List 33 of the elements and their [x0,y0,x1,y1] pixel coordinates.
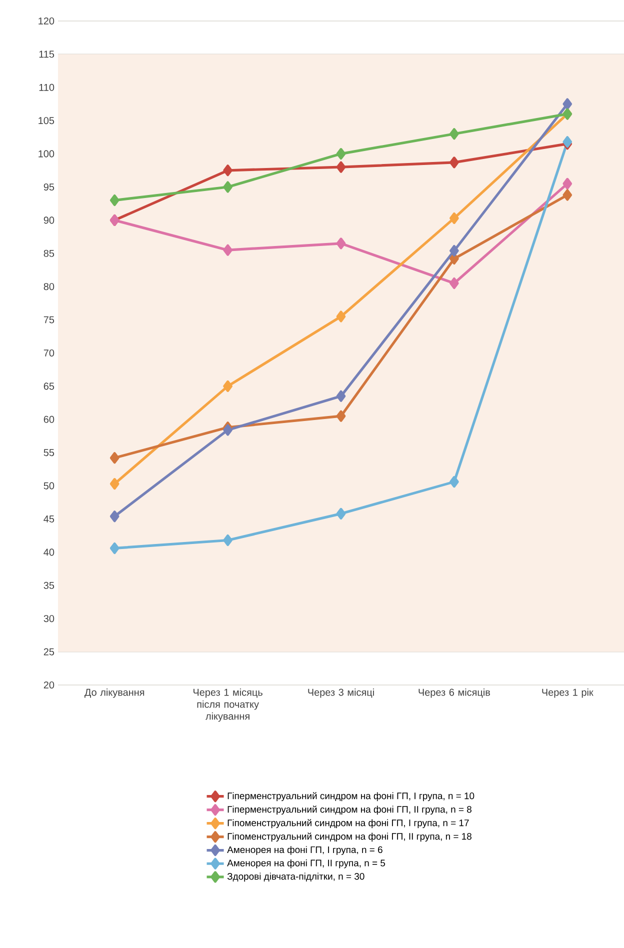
y-tick-label: 70 [44,349,54,357]
y-tick-label: 75 [44,316,54,324]
y-tick-label: 65 [44,382,54,390]
legend-label: Гіпоменструальний синдром на фоні ГП, II група, n = 18 [228,832,472,842]
y-tick-label: 30 [44,615,54,622]
y-tick-label: 115 [39,50,54,58]
y-tick-label: 35 [44,582,54,589]
legend-label: Гіперменструальний синдром на фоні ГП, I група, n = 10 [228,792,474,802]
legend-label: Аменорея на фоні ГП, I група, n = 6 [226,846,382,855]
y-tick-label: 60 [44,416,54,423]
y-tick-label: 90 [44,216,54,224]
y-tick-label: 100 [38,150,54,158]
x-tick-label: Через 3 місяці [308,688,374,698]
y-tick-label: 95 [44,183,54,191]
x-tick-label: Через 6 місяців [418,688,490,698]
legend-label: Здорові дівчата-підлітки, n = 30 [227,872,364,882]
y-tick-label: 20 [44,681,54,689]
y-tick-label: 85 [44,250,54,257]
legend-label: Гіпоменструальний синдром на фоні ГП, I група, n = 17 [228,819,469,828]
y-tick-label: 45 [43,516,54,522]
y-tick-label: 50 [44,482,54,490]
y-tick-label: 110 [39,84,54,91]
y-tick-label: 120 [38,17,54,25]
y-tick-label: 25 [44,648,54,656]
legend-label: Аменорея на фоні ГП, II група, n = 5 [226,859,385,868]
y-tick-label: 105 [38,117,54,124]
legend-label: Гіперменструальний синдром на фоні ГП, II група, n = 8 [228,806,472,815]
x-tick-label: До лікування [84,688,144,698]
x-tick-label: Через 1 місяць після початку лікування [193,688,262,722]
y-tick-label: 55 [44,449,54,456]
y-tick-label: 80 [44,283,54,290]
x-tick-label: Через 1 рік [542,688,594,698]
y-tick-label: 40 [43,548,54,556]
